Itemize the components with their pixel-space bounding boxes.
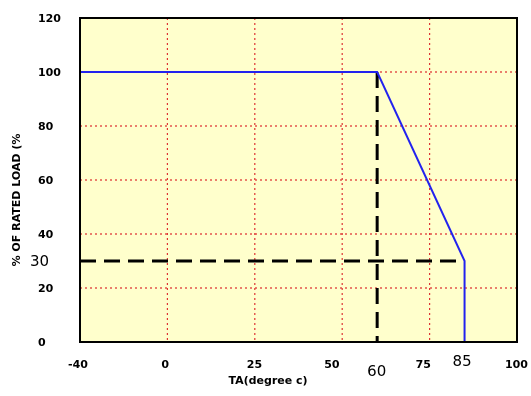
y-axis-label: % OF RATED LOAD (% bbox=[10, 134, 23, 267]
tick-labels: 0 20 40 60 80 100 120 30 -40 0 25 50 75 100 60 85 bbox=[30, 12, 528, 380]
x-tick-label-extra: 85 bbox=[453, 352, 472, 370]
x-tick-label: 25 bbox=[247, 358, 262, 371]
grid bbox=[80, 18, 517, 342]
series-line bbox=[80, 71, 466, 342]
x-tick-label: -40 bbox=[68, 358, 88, 371]
y-tick-label: 120 bbox=[38, 12, 61, 25]
x-tick-label: 0 bbox=[161, 358, 169, 371]
y-tick-label: 20 bbox=[38, 282, 54, 295]
y-tick-label: 0 bbox=[38, 336, 46, 349]
x-axis-label: TA(degree c) bbox=[228, 374, 307, 387]
y-tick-label-extra: 30 bbox=[30, 252, 49, 270]
x-tick-label: 100 bbox=[505, 358, 528, 371]
x-tick-label-extra: 60 bbox=[367, 362, 386, 380]
y-tick-label: 100 bbox=[38, 66, 61, 79]
x-tick-label: 50 bbox=[324, 358, 340, 371]
y-tick-label: 80 bbox=[38, 120, 54, 133]
y-tick-label: 40 bbox=[38, 228, 54, 241]
plot-frame bbox=[79, 17, 518, 343]
x-tick-label: 75 bbox=[416, 358, 431, 371]
y-tick-label: 60 bbox=[38, 174, 54, 187]
plot-marks bbox=[80, 71, 466, 342]
